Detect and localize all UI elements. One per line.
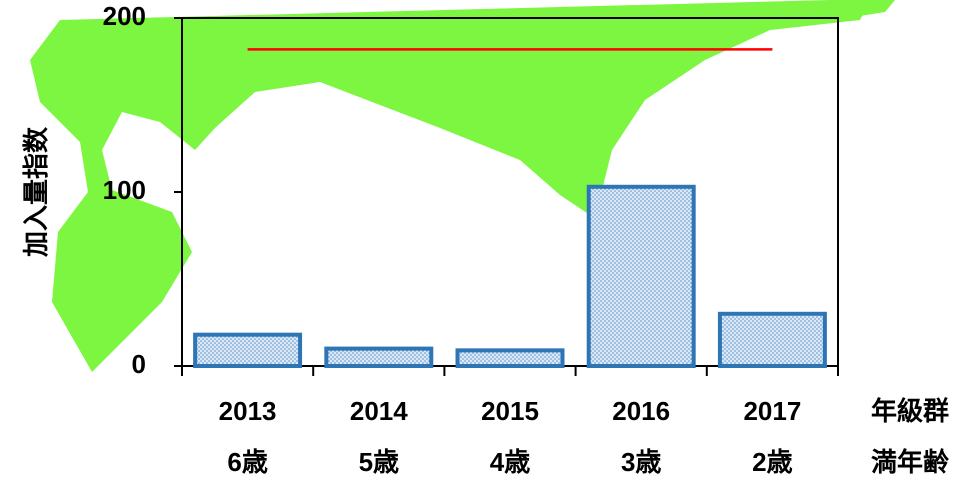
x-tick-sublabel: 5歳	[359, 447, 399, 477]
map-land	[30, 0, 870, 372]
bar	[324, 346, 434, 369]
x-tick-label: 2015	[481, 396, 539, 426]
bar	[193, 332, 303, 368]
x-tick-sublabel: 6歳	[227, 447, 267, 477]
x-tick-label: 2016	[612, 396, 670, 426]
x-tick-label: 2014	[350, 396, 408, 426]
x-tick-sublabel: 2歳	[752, 447, 792, 477]
bar	[586, 184, 696, 368]
map-land	[850, 0, 895, 16]
x-axis-label: 年級群	[871, 396, 949, 426]
y-axis-label: 加入量指数	[21, 126, 51, 257]
x-tick-label: 2013	[219, 396, 277, 426]
bar	[717, 311, 827, 368]
x-axis-label: 満年齢	[871, 447, 950, 477]
x-tick-sublabel: 4歳	[490, 447, 530, 477]
bar	[455, 348, 565, 368]
x-tick-label: 2017	[743, 396, 801, 426]
y-tick-label: 0	[132, 349, 146, 379]
y-tick-label: 100	[103, 175, 146, 205]
x-tick-sublabel: 3歳	[621, 447, 661, 477]
y-tick-label: 200	[103, 1, 146, 31]
